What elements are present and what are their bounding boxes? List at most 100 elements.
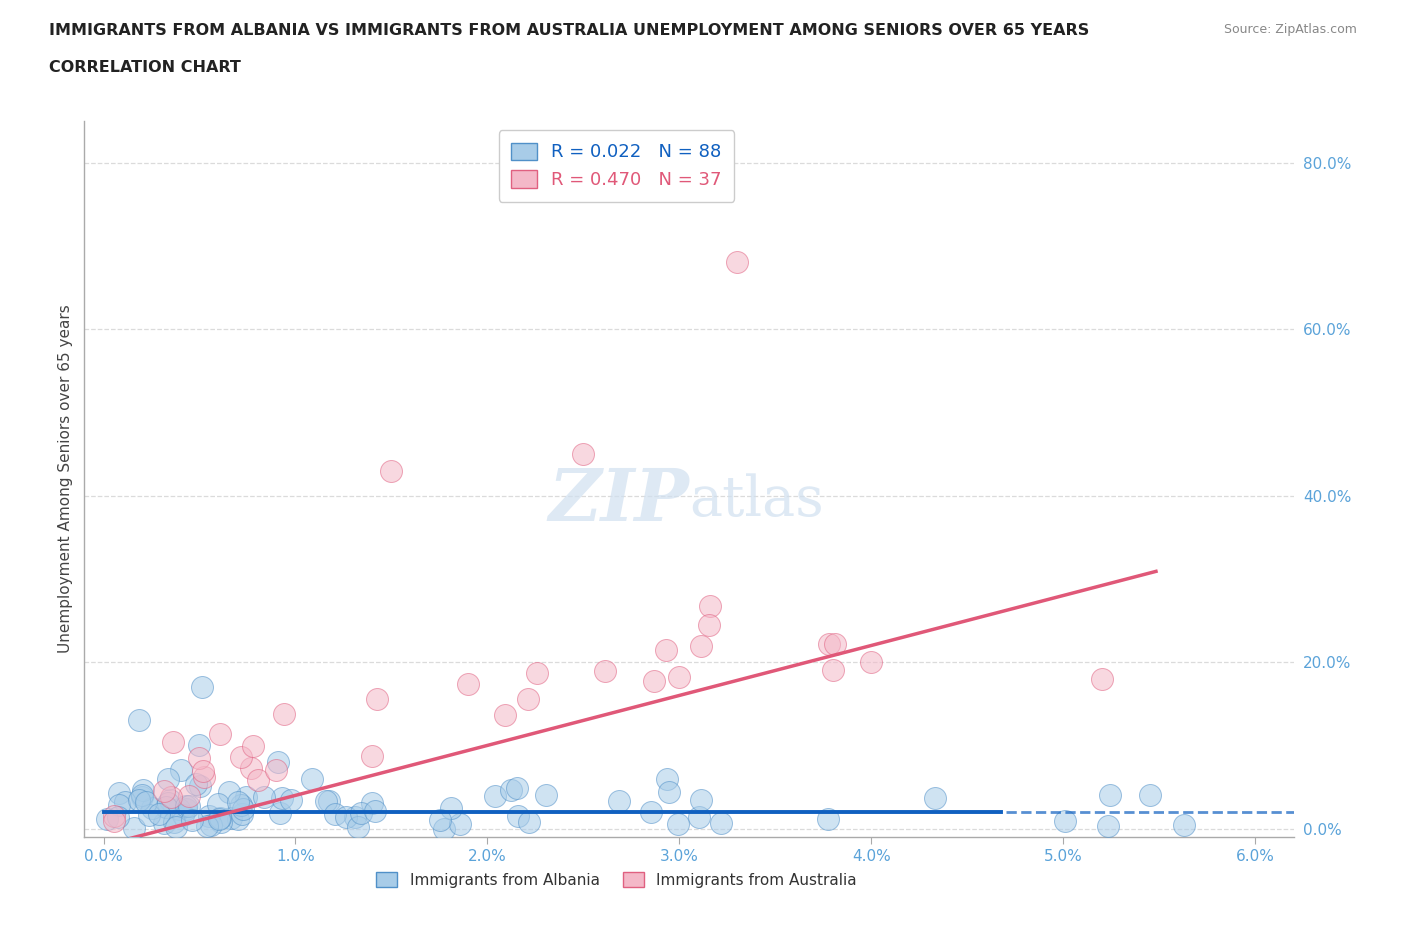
Point xyxy=(209,726,232,741)
Point xyxy=(433,821,456,836)
Point xyxy=(506,809,529,824)
Point xyxy=(323,807,346,822)
Point xyxy=(188,778,211,793)
Point xyxy=(1097,818,1119,833)
Point xyxy=(1090,671,1112,686)
Point xyxy=(484,789,506,804)
Point xyxy=(1139,788,1161,803)
Point xyxy=(526,666,548,681)
Point xyxy=(688,809,710,824)
Point xyxy=(429,812,451,827)
Point xyxy=(155,800,177,815)
Point xyxy=(499,782,522,797)
Point xyxy=(264,763,287,777)
Point xyxy=(232,802,254,817)
Point xyxy=(824,637,846,652)
Point xyxy=(169,802,191,817)
Point xyxy=(361,749,384,764)
Point xyxy=(124,821,146,836)
Point xyxy=(193,770,215,785)
Point xyxy=(344,810,367,825)
Point xyxy=(301,771,323,786)
Point xyxy=(226,812,249,827)
Point xyxy=(690,792,713,807)
Point xyxy=(269,805,291,820)
Point xyxy=(350,805,373,820)
Point xyxy=(860,655,883,670)
Point xyxy=(176,802,198,817)
Point xyxy=(131,783,153,798)
Point xyxy=(361,796,384,811)
Point xyxy=(141,801,163,816)
Point xyxy=(231,750,253,764)
Point xyxy=(148,806,170,821)
Point xyxy=(240,761,263,776)
Point xyxy=(207,797,229,812)
Point xyxy=(1053,814,1076,829)
Point xyxy=(174,798,197,813)
Point xyxy=(103,813,125,828)
Point xyxy=(364,804,387,818)
Point xyxy=(595,664,617,679)
Point xyxy=(184,777,207,791)
Y-axis label: Unemployment Among Seniors over 65 years: Unemployment Among Seniors over 65 years xyxy=(58,305,73,653)
Point xyxy=(153,784,176,799)
Point xyxy=(654,642,676,657)
Point xyxy=(195,818,218,833)
Text: ZIP: ZIP xyxy=(548,465,689,536)
Point xyxy=(162,735,184,750)
Point xyxy=(640,805,662,820)
Point xyxy=(699,599,721,614)
Point xyxy=(191,680,214,695)
Point xyxy=(156,795,179,810)
Point xyxy=(159,790,181,804)
Point xyxy=(107,809,129,824)
Point xyxy=(242,739,264,754)
Point xyxy=(229,797,252,812)
Text: Source: ZipAtlas.com: Source: ZipAtlas.com xyxy=(1223,23,1357,36)
Point xyxy=(318,793,340,808)
Point xyxy=(218,784,240,799)
Point xyxy=(108,798,131,813)
Point xyxy=(699,618,721,632)
Point xyxy=(208,812,231,827)
Text: IMMIGRANTS FROM ALBANIA VS IMMIGRANTS FROM AUSTRALIA UNEMPLOYMENT AMONG SENIORS : IMMIGRANTS FROM ALBANIA VS IMMIGRANTS FR… xyxy=(49,23,1090,38)
Point xyxy=(108,786,131,801)
Point xyxy=(315,794,337,809)
Point xyxy=(172,808,194,823)
Point xyxy=(219,810,242,825)
Point xyxy=(181,812,204,827)
Point xyxy=(690,639,713,654)
Point xyxy=(138,807,160,822)
Point xyxy=(607,793,630,808)
Point xyxy=(666,817,689,831)
Point xyxy=(103,809,125,824)
Point xyxy=(128,792,150,807)
Point xyxy=(188,751,211,765)
Point xyxy=(821,663,844,678)
Point xyxy=(159,792,181,807)
Point xyxy=(191,764,214,778)
Point xyxy=(152,816,174,830)
Point xyxy=(165,819,187,834)
Legend: Immigrants from Albania, Immigrants from Australia: Immigrants from Albania, Immigrants from… xyxy=(370,866,863,894)
Point xyxy=(177,789,200,804)
Point xyxy=(440,800,463,815)
Point xyxy=(235,790,257,804)
Point xyxy=(668,670,690,684)
Point xyxy=(157,772,180,787)
Point xyxy=(347,819,370,834)
Point xyxy=(247,773,270,788)
Point xyxy=(457,677,479,692)
Point xyxy=(658,784,681,799)
Point xyxy=(135,794,157,809)
Point xyxy=(818,637,841,652)
Text: CORRELATION CHART: CORRELATION CHART xyxy=(49,60,240,75)
Point xyxy=(817,812,839,827)
Point xyxy=(710,816,733,830)
Point xyxy=(253,790,276,804)
Point xyxy=(924,790,946,805)
Point xyxy=(725,255,748,270)
Point xyxy=(380,463,402,478)
Point xyxy=(657,772,679,787)
